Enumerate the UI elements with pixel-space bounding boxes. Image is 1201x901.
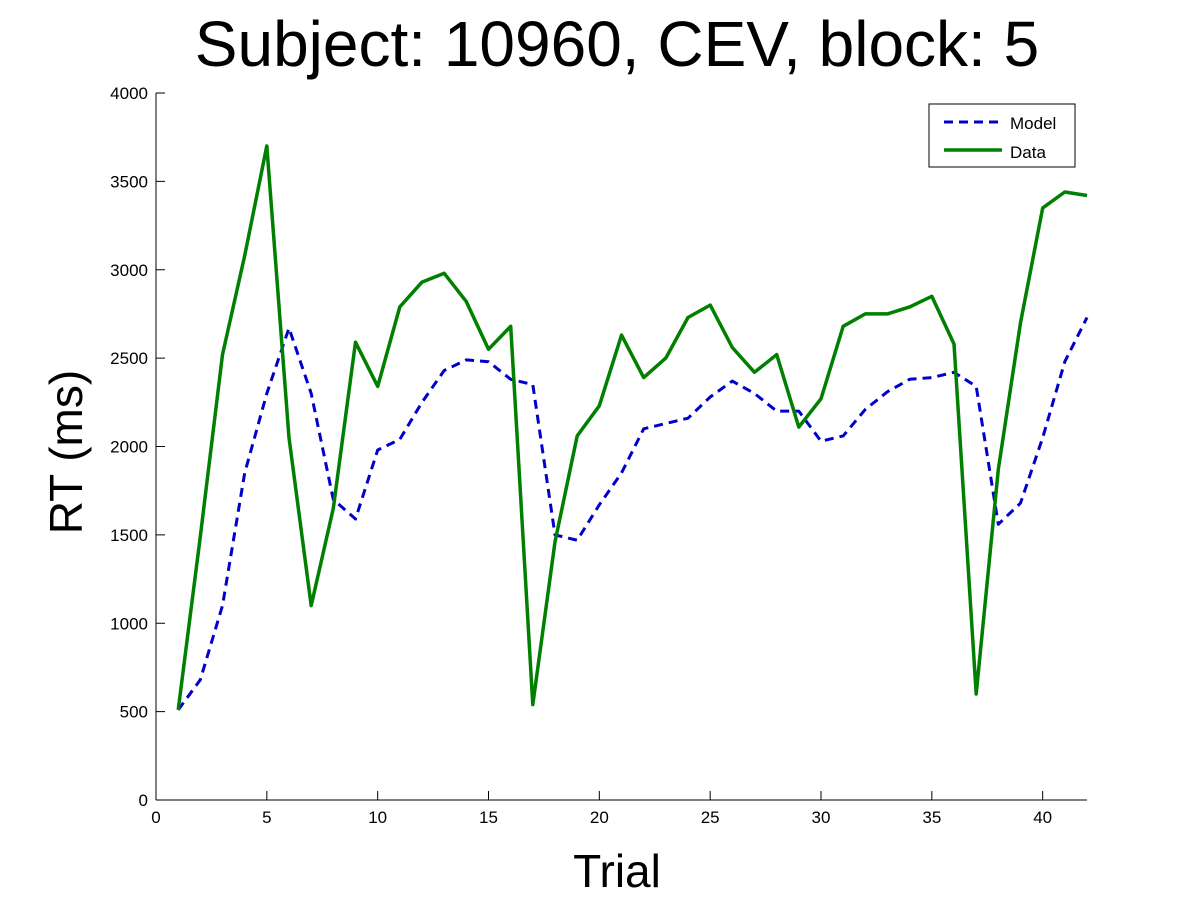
x-tick-label: 30 [812, 808, 831, 827]
legend-data-label: Data [1010, 143, 1046, 162]
legend-model-label: Model [1010, 114, 1056, 133]
legend-box [928, 103, 1076, 168]
y-tick-label: 1500 [110, 526, 148, 545]
x-tick-label: 10 [368, 808, 387, 827]
y-tick-label: 0 [139, 791, 148, 810]
y-tick-label: 2500 [110, 349, 148, 368]
x-tick-label: 25 [701, 808, 720, 827]
y-tick-label: 3500 [110, 172, 148, 191]
y-tick-label: 4000 [110, 84, 148, 103]
legend: Model Data [928, 103, 1076, 168]
x-tick-label: 40 [1033, 808, 1052, 827]
x-tick-label: 35 [922, 808, 941, 827]
x-axis-label: Trial [573, 845, 661, 897]
y-tick-label: 1000 [110, 614, 148, 633]
x-tick-label: 15 [479, 808, 498, 827]
series-line-model [176, 316, 1089, 711]
x-tick-label: 20 [590, 808, 609, 827]
chart-title: Subject: 10960, CEV, block: 5 [195, 8, 1039, 80]
y-tick-label: 3000 [110, 261, 148, 280]
plot-area [156, 93, 1087, 800]
y-ticks: 0 500 1000 1500 2000 2500 3000 3500 4000 [110, 84, 165, 810]
y-tick-label: 500 [120, 703, 148, 722]
x-tick-label: 5 [262, 808, 271, 827]
series-line-data [176, 144, 1088, 711]
x-tick-label: 0 [151, 808, 160, 827]
y-axis-label: RT (ms) [40, 370, 92, 534]
plot-lines [176, 144, 1089, 711]
x-ticks: 0 5 10 15 20 25 30 35 40 [151, 791, 1052, 827]
y-tick-label: 2000 [110, 438, 148, 457]
